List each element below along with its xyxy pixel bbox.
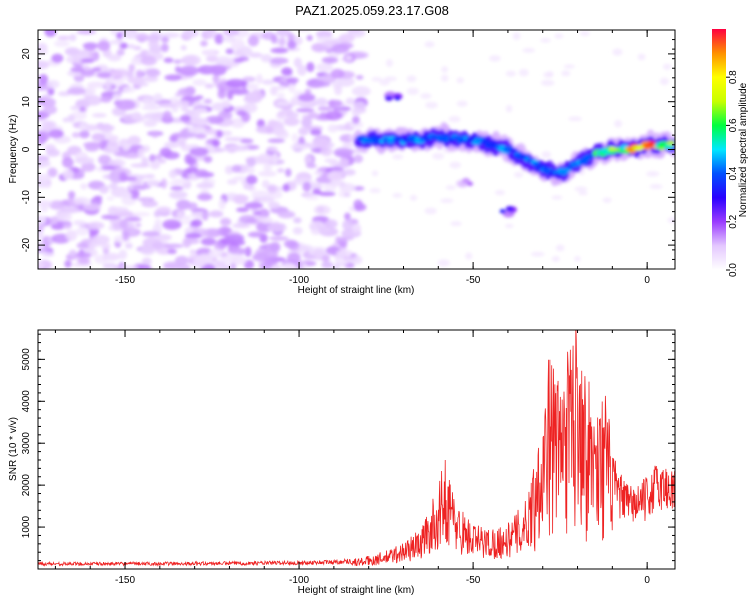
- snr-frame: [37, 329, 676, 570]
- spectrogram-xlabel: Height of straight line (km): [298, 285, 415, 296]
- x-tick-label: -50: [466, 275, 481, 286]
- y-tick-label: 3000: [21, 432, 32, 455]
- y-tick-label: 20: [21, 48, 32, 60]
- y-tick-label: -20: [21, 237, 32, 252]
- snr-panel: -150 -100 -50 0 1000 2000 3000 4000 5000 Height …: [8, 329, 676, 596]
- x-tick-label: 0: [644, 575, 650, 586]
- blob: [462, 177, 471, 184]
- colorbar-tick-label: 0.0: [728, 263, 739, 277]
- colorbar-bar: [712, 29, 726, 270]
- y-tick-label: 0: [21, 146, 32, 152]
- y-tick-label: 10: [21, 96, 32, 108]
- y-tick-label: 2000: [21, 474, 32, 497]
- y-tick-label: 5000: [21, 348, 32, 371]
- x-tick-label: 0: [644, 275, 650, 286]
- x-tick-label: -100: [289, 575, 309, 586]
- x-tick-label: -150: [115, 575, 135, 586]
- noise-blobs: [38, 30, 675, 269]
- snr-plot-area: [38, 330, 675, 567]
- signal-ridge: [353, 91, 675, 218]
- snr-series-line: [38, 330, 675, 567]
- spectrogram-ylabel: Frequency (Hz): [8, 115, 19, 184]
- y-tick-label: -10: [21, 190, 32, 205]
- colorbar-tick-label: 0.8: [728, 70, 739, 84]
- blob: [384, 95, 393, 101]
- chart-title: PAZ1.2025.059.23.17.G08: [295, 3, 449, 18]
- blob: [505, 205, 514, 212]
- x-tick-label: -100: [289, 275, 309, 286]
- colorbar-axes: 0.0 0.2 0.4 0.6 0.8: [726, 70, 739, 277]
- colorbar: 0.0 0.2 0.4 0.6 0.8 Normalized spectral ampl…: [712, 29, 749, 277]
- colorbar-tick-label: 0.2: [728, 214, 739, 228]
- blob: [394, 96, 401, 101]
- spectrogram-area: [38, 30, 675, 269]
- blob: [467, 181, 474, 187]
- y-tick-label: 4000: [21, 390, 32, 413]
- snr-ylabel: SNR (10 * v/v): [8, 417, 19, 481]
- x-tick-label: -50: [466, 575, 481, 586]
- colorbar-tick-label: 0.6: [728, 118, 739, 132]
- snr-xlabel: Height of straight line (km): [298, 585, 415, 596]
- colorbar-label: Normalized spectral amplitude: [738, 82, 749, 217]
- colorbar-tick-label: 0.4: [728, 166, 739, 180]
- y-tick-label: 1000: [21, 516, 32, 539]
- x-tick-label: -150: [115, 275, 135, 286]
- snr-axes: -150 -100 -50 0 1000 2000 3000 4000 5000: [21, 330, 675, 586]
- blob: [499, 209, 506, 214]
